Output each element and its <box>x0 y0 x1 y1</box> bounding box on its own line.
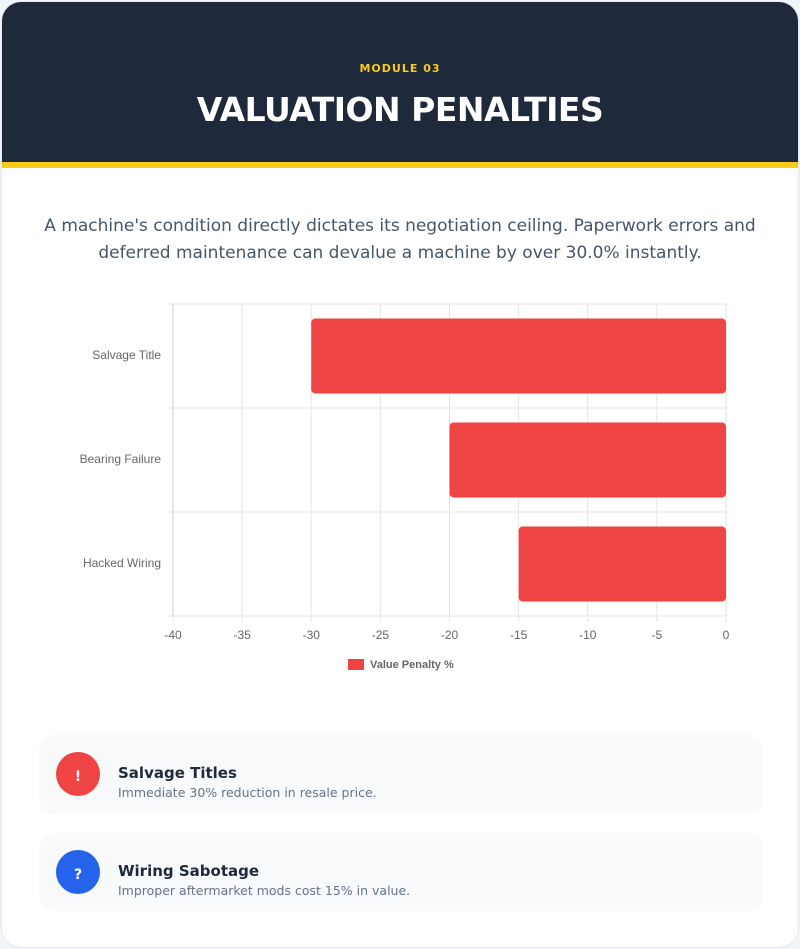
bar <box>449 422 726 498</box>
legend-label: Value Penalty % <box>370 659 454 671</box>
bar <box>311 318 726 394</box>
intro-text: A machine's condition directly dictates … <box>44 216 756 263</box>
icon: ? <box>56 850 100 894</box>
info-card: ! Salvage Titles Immediate 30% reduction… <box>39 735 763 813</box>
x-tick-label: -20 <box>441 628 459 642</box>
chart: -40 -35 -30 -25 -20 -15 -10 -5 0 Salvage Title Bea… <box>80 303 730 671</box>
legend-swatch <box>348 659 364 670</box>
card-text: Immediate 30% reduction in resale price. <box>118 785 377 800</box>
icon: ! <box>56 752 100 796</box>
header: MODULE 03 VALUATION PENALTIES <box>2 2 798 168</box>
x-tick-label: -25 <box>372 628 390 642</box>
info-card: ? Wiring Sabotage Improper aftermarket m… <box>39 833 763 911</box>
y-tick-label: Bearing Failure <box>80 452 162 466</box>
x-tick-label: -30 <box>303 628 321 642</box>
y-tick-label: Salvage Title <box>92 348 161 362</box>
y-tick-label: Hacked Wiring <box>83 556 161 570</box>
x-tick-label: 0 <box>723 628 730 642</box>
x-tick-label: -35 <box>233 628 251 642</box>
page-title: VALUATION PENALTIES <box>196 90 604 129</box>
module-label: MODULE 03 <box>359 62 441 75</box>
card-title: Salvage Titles <box>118 764 237 782</box>
x-tick-label: -15 <box>510 628 528 642</box>
x-tick-label: -5 <box>652 628 663 642</box>
x-tick-label: -40 <box>164 628 182 642</box>
card-text: Improper aftermarket mods cost 15% in va… <box>118 883 411 898</box>
x-tick-label: -10 <box>579 628 597 642</box>
card-title: Wiring Sabotage <box>118 862 260 880</box>
bar <box>518 526 726 602</box>
